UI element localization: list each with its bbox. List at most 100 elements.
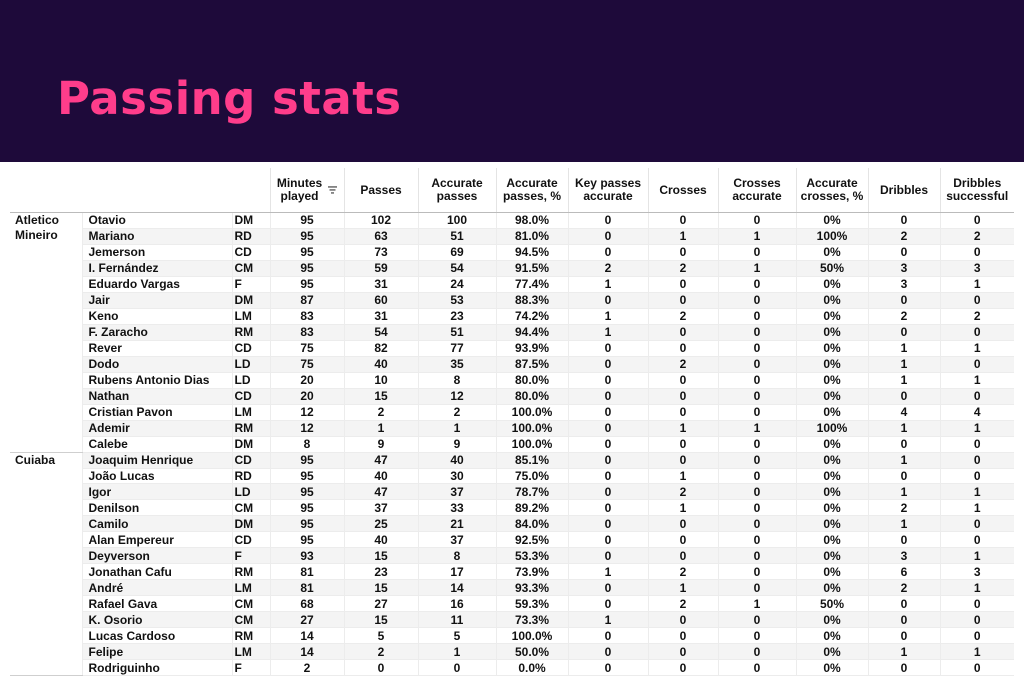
crosses-accurate-cell: 0 — [717, 276, 796, 293]
minutes-played-cell: 95 — [269, 212, 344, 229]
crosses-accurate-cell: 0 — [717, 372, 796, 389]
position-cell: DM — [231, 212, 270, 229]
crosses-accurate-cell: 0 — [717, 643, 796, 661]
key-passes-accurate-cell: 0 — [567, 340, 648, 357]
crosses-accurate-cell: 0 — [717, 212, 796, 229]
minutes-played-cell: 95 — [269, 452, 344, 469]
crosses-accurate-cell: 0 — [717, 627, 796, 645]
passes-cell: 63 — [343, 228, 418, 245]
accurate-crosses-pct-cell: 0% — [795, 579, 868, 597]
player-name-cell: Denilson — [81, 499, 232, 517]
crosses-cell: 0 — [647, 324, 718, 341]
minutes-played-cell: 95 — [269, 228, 344, 245]
passes-cell: 47 — [343, 452, 418, 469]
accurate-passes-pct-cell: 0.0% — [495, 659, 568, 677]
accurate-passes-cell: 2 — [417, 404, 496, 421]
accurate-passes-pct-cell: 73.3% — [495, 611, 568, 629]
accurate-crosses-pct-cell: 0% — [795, 276, 868, 293]
table-row: Rodriguinho F 2 0 0 0.0% 0 0 0 0% 0 0 — [10, 659, 1014, 677]
dribbles-cell: 2 — [867, 228, 940, 245]
accurate-crosses-pct-cell: 0% — [795, 483, 868, 501]
table-row: Alan Empereur CD 95 40 37 92.5% 0 0 0 0% 0 0 — [10, 531, 1014, 549]
passes-cell: 31 — [343, 308, 418, 325]
player-name-cell: Jonathan Cafu — [81, 563, 232, 581]
minutes-played-cell: 95 — [269, 260, 344, 277]
table-header-row: Minutes played Passes Accurate passes Accurat… — [10, 168, 1014, 213]
table-row: Cuiaba Joaquim Henrique CD 95 47 40 85.1% 0 0 0 0%… — [10, 452, 1014, 677]
dribbles-cell: 0 — [867, 468, 940, 485]
crosses-accurate-cell: 0 — [717, 308, 796, 325]
passes-cell: 102 — [343, 212, 418, 229]
accurate-passes-pct-cell: 84.0% — [495, 515, 568, 533]
key-passes-accurate-cell: 2 — [567, 260, 648, 277]
accurate-crosses-pct-cell: 100% — [795, 420, 868, 437]
key-passes-accurate-cell: 0 — [567, 292, 648, 309]
crosses-cell: 0 — [647, 452, 718, 469]
dribbles-cell: 1 — [867, 340, 940, 357]
header-banner — [0, 0, 1024, 162]
header-minutes-played[interactable]: Minutes played — [269, 168, 344, 213]
player-name-cell: Cristian Pavon — [81, 404, 232, 421]
accurate-passes-cell: 0 — [417, 659, 496, 677]
crosses-cell: 2 — [647, 563, 718, 581]
minutes-played-cell: 68 — [269, 595, 344, 613]
passes-cell: 73 — [343, 244, 418, 261]
key-passes-accurate-cell: 0 — [567, 452, 648, 469]
dribbles-cell: 2 — [867, 308, 940, 325]
accurate-passes-cell: 24 — [417, 276, 496, 293]
passes-cell: 37 — [343, 499, 418, 517]
player-name-cell: Otavio — [81, 212, 232, 229]
dribbles-cell: 3 — [867, 276, 940, 293]
dribbles-cell: 0 — [867, 212, 940, 229]
dribbles-successful-cell: 2 — [939, 228, 1014, 245]
key-passes-accurate-cell: 1 — [567, 611, 648, 629]
key-passes-accurate-cell: 0 — [567, 356, 648, 373]
dribbles-successful-cell: 1 — [939, 643, 1014, 661]
passes-cell: 54 — [343, 324, 418, 341]
crosses-cell: 2 — [647, 595, 718, 613]
sort-icon[interactable] — [328, 186, 338, 194]
position-cell: RM — [231, 563, 270, 581]
passes-cell: 2 — [343, 404, 418, 421]
crosses-accurate-cell: 0 — [717, 356, 796, 373]
crosses-accurate-cell: 0 — [717, 659, 796, 677]
crosses-cell: 0 — [647, 292, 718, 309]
crosses-accurate-cell: 0 — [717, 499, 796, 517]
player-name-cell: Calebe — [81, 436, 232, 453]
dribbles-successful-cell: 1 — [939, 483, 1014, 501]
crosses-accurate-cell: 0 — [717, 531, 796, 549]
key-passes-accurate-cell: 0 — [567, 483, 648, 501]
accurate-passes-cell: 17 — [417, 563, 496, 581]
player-name-cell: Nathan — [81, 388, 232, 405]
position-cell: LM — [231, 643, 270, 661]
key-passes-accurate-cell: 0 — [567, 244, 648, 261]
accurate-passes-pct-cell: 50.0% — [495, 643, 568, 661]
minutes-played-cell: 12 — [269, 420, 344, 437]
key-passes-accurate-cell: 0 — [567, 643, 648, 661]
position-cell: LM — [231, 308, 270, 325]
key-passes-accurate-cell: 0 — [567, 627, 648, 645]
accurate-crosses-pct-cell: 0% — [795, 308, 868, 325]
accurate-passes-pct-cell: 94.4% — [495, 324, 568, 341]
dribbles-cell: 0 — [867, 531, 940, 549]
key-passes-accurate-cell: 0 — [567, 468, 648, 485]
table-row: K. Osorio CM 27 15 11 73.3% 1 0 0 0% 0 0 — [10, 611, 1014, 629]
dribbles-successful-cell: 1 — [939, 547, 1014, 565]
passes-cell: 60 — [343, 292, 418, 309]
accurate-passes-pct-cell: 93.3% — [495, 579, 568, 597]
dribbles-successful-cell: 0 — [939, 356, 1014, 373]
accurate-passes-pct-cell: 100.0% — [495, 404, 568, 421]
accurate-passes-cell: 21 — [417, 515, 496, 533]
accurate-passes-cell: 40 — [417, 452, 496, 469]
dribbles-cell: 0 — [867, 627, 940, 645]
minutes-played-cell: 87 — [269, 292, 344, 309]
accurate-passes-pct-cell: 100.0% — [495, 436, 568, 453]
crosses-cell: 2 — [647, 260, 718, 277]
position-cell: CD — [231, 244, 270, 261]
minutes-played-cell: 2 — [269, 659, 344, 677]
table-row: I. Fernández CM 95 59 54 91.5% 2 2 1 50% 3 3 — [10, 260, 1014, 277]
player-name-cell: André — [81, 579, 232, 597]
accurate-passes-cell: 1 — [417, 420, 496, 437]
position-cell: DM — [231, 515, 270, 533]
crosses-cell: 0 — [647, 531, 718, 549]
